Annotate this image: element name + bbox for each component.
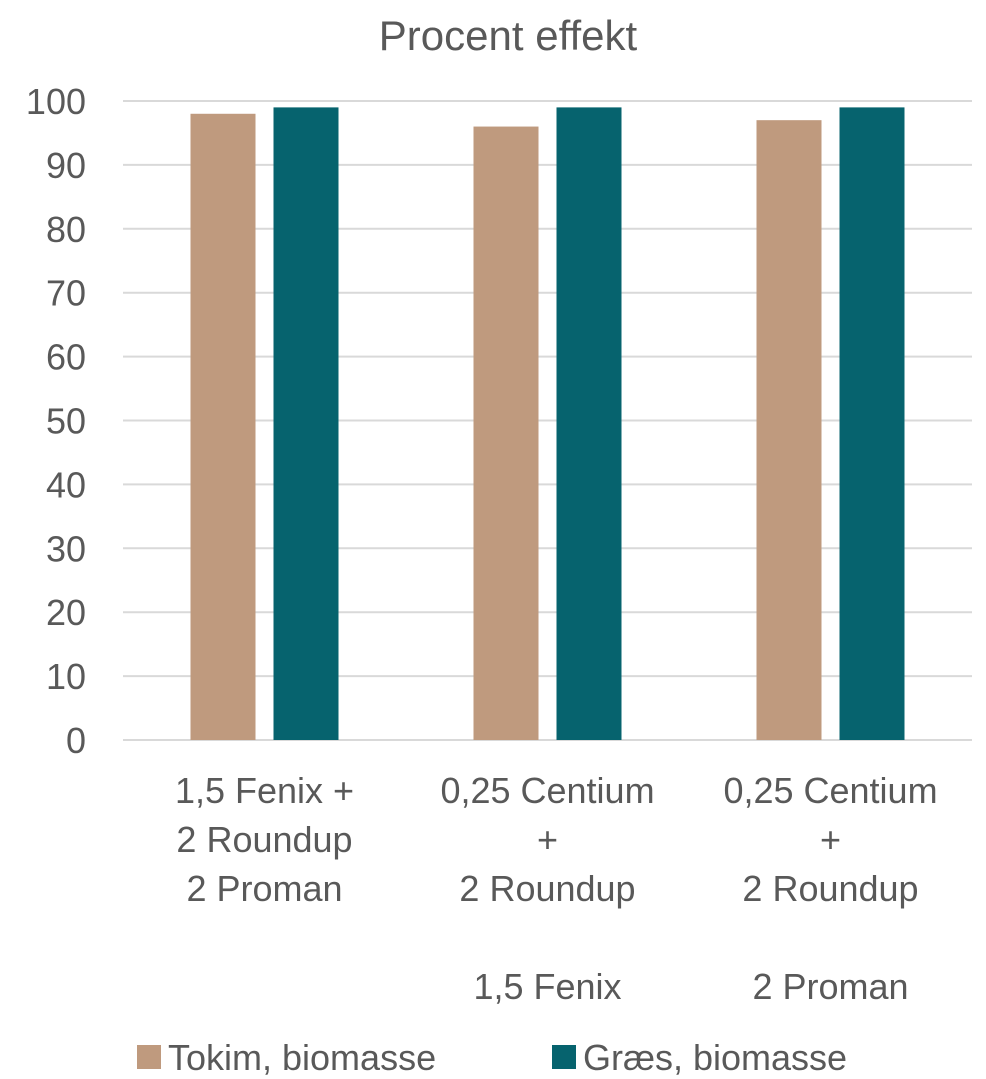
y-tick-label: 20 — [46, 592, 86, 633]
y-tick-label: 80 — [46, 209, 86, 250]
bar-graes-0 — [273, 107, 339, 740]
legend-label: Tokim, biomasse — [168, 1037, 436, 1078]
y-tick-label: 60 — [46, 337, 86, 378]
y-tick-label: 40 — [46, 464, 86, 505]
y-tick-label: 70 — [46, 273, 86, 314]
y-tick-label: 100 — [26, 81, 86, 122]
y-tick-label: 90 — [46, 145, 86, 186]
x-category-label: 2 Roundup — [459, 868, 635, 909]
gridlines — [123, 100, 972, 741]
chart-title: Procent effekt — [379, 12, 638, 59]
bars — [190, 107, 905, 741]
x-category-label: 2 Roundup — [176, 819, 352, 860]
legend-label: Græs, biomasse — [583, 1037, 847, 1078]
x-category-label: 2 Proman — [752, 966, 908, 1007]
x-category-label: 0,25 Centium — [723, 770, 937, 811]
legend-swatch — [137, 1045, 161, 1069]
bar-tokim-1 — [473, 126, 539, 740]
y-axis-ticks: 0 10 20 30 40 50 60 70 80 90 100 — [26, 81, 86, 761]
legend-swatch — [552, 1045, 576, 1069]
bar-tokim-2 — [756, 120, 822, 741]
bar-graes-1 — [556, 107, 622, 740]
x-category-label: 0,25 Centium — [440, 770, 654, 811]
x-category-label: 2 Roundup — [742, 868, 918, 909]
bar-tokim-0 — [190, 113, 256, 740]
y-tick-label: 10 — [46, 656, 86, 697]
y-tick-label: 30 — [46, 528, 86, 569]
y-tick-label: 50 — [46, 401, 86, 442]
legend: Tokim, biomasse Græs, biomasse — [137, 1037, 847, 1078]
x-category-label: 1,5 Fenix + — [175, 770, 354, 811]
x-category-label: + — [820, 819, 841, 860]
y-tick-label: 0 — [66, 720, 86, 761]
x-category-label: + — [537, 819, 558, 860]
bar-graes-2 — [839, 107, 905, 740]
x-category-label: 2 Proman — [186, 868, 342, 909]
x-category-label: 1,5 Fenix — [473, 966, 621, 1007]
